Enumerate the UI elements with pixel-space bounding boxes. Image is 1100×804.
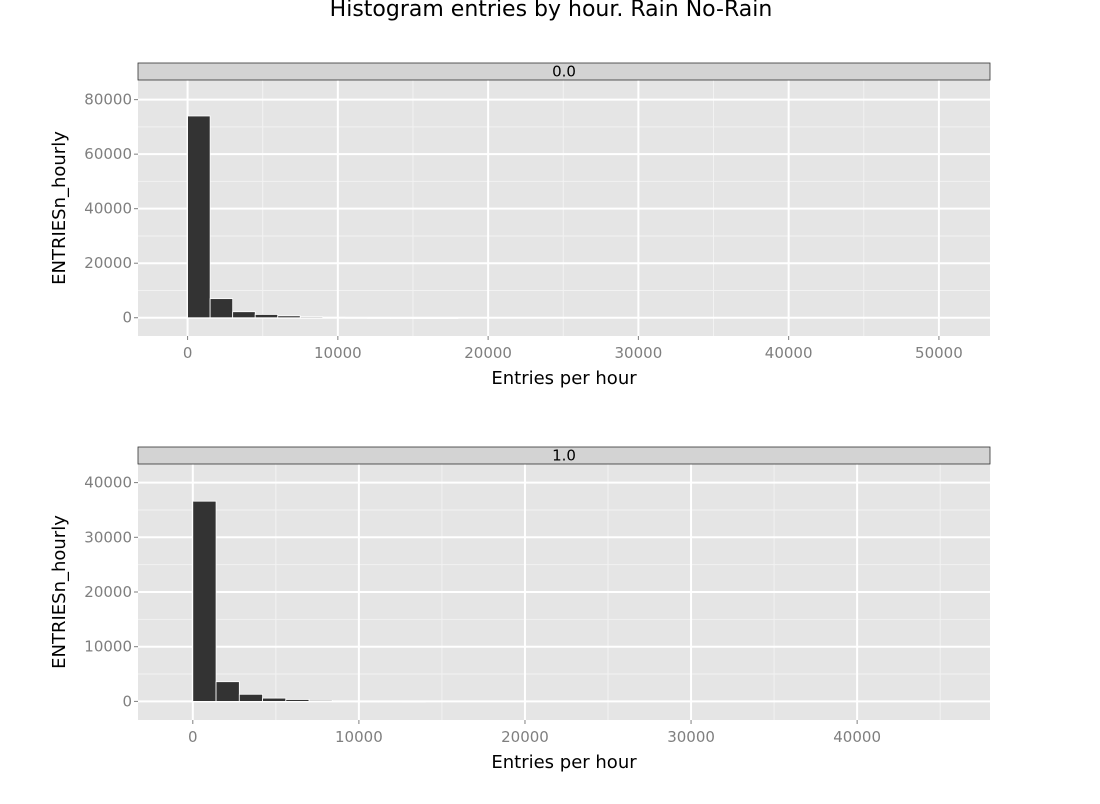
x-tick-label: 0 bbox=[183, 344, 193, 362]
x-tick-label: 20000 bbox=[464, 344, 512, 362]
y-axis-label: ENTRIESn_hourly bbox=[49, 131, 70, 285]
y-tick-label: 30000 bbox=[84, 528, 132, 546]
histogram-bar bbox=[331, 700, 356, 703]
histogram-bar bbox=[322, 316, 346, 319]
histogram-bar bbox=[308, 700, 333, 702]
x-tick-label: 10000 bbox=[335, 728, 383, 746]
y-tick-label: 0 bbox=[122, 309, 132, 327]
y-tick-label: 20000 bbox=[84, 254, 132, 272]
y-tick-label: 40000 bbox=[84, 474, 132, 492]
facet-strip bbox=[137, 62, 991, 81]
histogram-bar bbox=[367, 317, 391, 319]
histogram-bar bbox=[378, 700, 403, 703]
y-tick-label: 40000 bbox=[84, 200, 132, 218]
histogram-bar bbox=[209, 298, 234, 319]
x-tick-label: 0 bbox=[188, 728, 198, 746]
x-tick-label: 20000 bbox=[501, 728, 549, 746]
y-axis-label: ENTRIESn_hourly bbox=[49, 515, 70, 669]
y-tick-label: 60000 bbox=[84, 145, 132, 163]
histogram-bar bbox=[285, 699, 310, 702]
histogram-bar bbox=[238, 693, 263, 702]
histogram-bar bbox=[187, 115, 211, 319]
facet-strip-label: 0.0 bbox=[552, 63, 576, 81]
x-tick-label: 30000 bbox=[615, 344, 663, 362]
histogram-bar bbox=[215, 681, 240, 702]
chart-title: Histogram entries by hour. Rain No-Rain bbox=[330, 0, 773, 22]
histogram-bar bbox=[299, 316, 324, 319]
x-tick-label: 30000 bbox=[667, 728, 715, 746]
x-tick-label: 40000 bbox=[833, 728, 881, 746]
y-tick-label: 0 bbox=[122, 692, 132, 710]
x-tick-label: 40000 bbox=[765, 344, 813, 362]
histogram-bar bbox=[401, 700, 426, 703]
facet-strip bbox=[137, 446, 991, 465]
y-tick-label: 10000 bbox=[84, 638, 132, 656]
histogram-bar bbox=[355, 700, 380, 703]
histogram-bar bbox=[277, 315, 301, 319]
x-tick-label: 10000 bbox=[314, 344, 362, 362]
histogram-bar bbox=[232, 311, 256, 319]
histogram-bar bbox=[344, 317, 369, 319]
histogram-bar bbox=[254, 314, 279, 319]
facet-strip-label: 1.0 bbox=[552, 447, 576, 465]
facet-panel-0: 0.0 0 10000 20000 30000 40000 50000 0 20000 40000… bbox=[49, 62, 991, 389]
histogram-bar bbox=[390, 317, 414, 319]
x-axis-label: Entries per hour bbox=[491, 368, 637, 389]
facet-panel-1: 1.0 0 10000 20000 30000 40000 0 10000 20000 30000… bbox=[49, 446, 991, 773]
x-axis-label: Entries per hour bbox=[491, 752, 637, 773]
histogram-bar bbox=[435, 317, 459, 319]
x-tick-label: 50000 bbox=[915, 344, 963, 362]
histogram-bar bbox=[192, 500, 217, 702]
histogram-bar bbox=[412, 317, 436, 319]
histogram-bar bbox=[262, 697, 287, 702]
y-tick-label: 80000 bbox=[84, 91, 132, 109]
y-tick-label: 20000 bbox=[84, 583, 132, 601]
